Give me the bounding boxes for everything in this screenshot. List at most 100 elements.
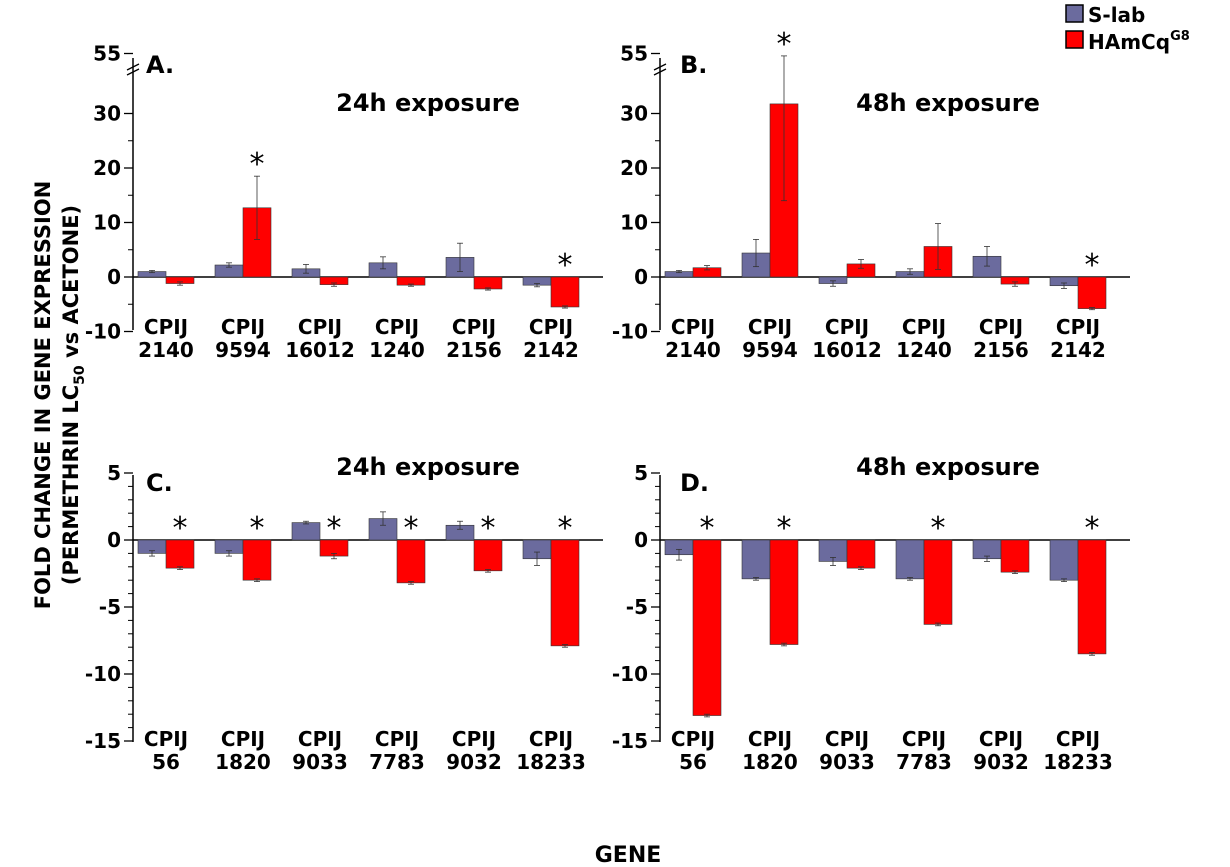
- significance-asterisk: *: [250, 511, 265, 546]
- category-label-line2: 2140: [665, 338, 721, 362]
- category-label-line2: 9033: [292, 750, 348, 774]
- bar-hamcq: [242, 207, 272, 278]
- category-label-line1: CPIJ: [452, 315, 496, 339]
- category-label-line2: 2156: [446, 338, 502, 362]
- bar-slab: [895, 539, 925, 580]
- panel-a: 24h exposureA.-10010203055CPIJ2140*CPIJ9…: [85, 42, 603, 362]
- legend-item-slab: S-lab: [1065, 3, 1145, 27]
- category-label-line2: 56: [679, 750, 707, 774]
- significance-asterisk: *: [558, 511, 573, 546]
- panel-c: 24h exposureC.-15-10-505*CPIJ56*CPIJ1820…: [85, 453, 603, 774]
- axis-break-mark: [126, 63, 140, 76]
- category-label-line2: 1240: [896, 338, 952, 362]
- category-label-line2: 18233: [1043, 750, 1113, 774]
- significance-asterisk: *: [327, 511, 342, 546]
- legend-label-hamcq-main: HAmCq: [1088, 30, 1170, 54]
- y-tick-label: -10: [612, 662, 648, 686]
- category-label-line2: 2156: [973, 338, 1029, 362]
- category-label-line2: 16012: [285, 338, 355, 362]
- y-tick-label: -15: [612, 729, 648, 753]
- panel-title: 24h exposure: [336, 453, 520, 481]
- significance-asterisk: *: [173, 511, 188, 546]
- bar-hamcq: [550, 539, 580, 647]
- category-label-line1: CPIJ: [979, 727, 1023, 751]
- legend-swatch-slab: [1065, 4, 1084, 23]
- category-label-line1: CPIJ: [221, 727, 265, 751]
- y-axis-label-line2-prefix: (PERMETHRIN LC: [59, 385, 83, 585]
- category-label-line1: CPIJ: [375, 727, 419, 751]
- category-label-line2: 9594: [215, 338, 271, 362]
- bar-hamcq: [1077, 539, 1107, 655]
- category-label-line1: CPIJ: [144, 727, 188, 751]
- y-tick-label: -5: [626, 595, 648, 619]
- category-label-line1: CPIJ: [902, 727, 946, 751]
- y-tick-label: -5: [99, 595, 121, 619]
- panel-title: 24h exposure: [336, 89, 520, 117]
- y-tick-label: -15: [85, 729, 121, 753]
- significance-asterisk: *: [777, 511, 792, 546]
- y-tick-label: 20: [620, 156, 648, 180]
- category-label-line1: CPIJ: [902, 315, 946, 339]
- category-label-line2: 2142: [523, 338, 579, 362]
- category-label-line2: 9032: [446, 750, 502, 774]
- panels: 24h exposureA.-10010203055CPIJ2140*CPIJ9…: [85, 27, 1130, 774]
- significance-asterisk: *: [481, 511, 496, 546]
- panel-label: B.: [680, 51, 707, 79]
- panel-b: 48h exposureB.-10010203055CPIJ2140*CPIJ9…: [612, 27, 1130, 362]
- y-tick-label: -10: [612, 320, 648, 344]
- category-label-line1: CPIJ: [671, 727, 715, 751]
- panel-label: A.: [146, 51, 174, 79]
- category-label-line1: CPIJ: [1056, 727, 1100, 751]
- y-tick-label: 30: [620, 102, 648, 126]
- category-label-line1: CPIJ: [298, 315, 342, 339]
- category-label-line1: CPIJ: [375, 315, 419, 339]
- significance-asterisk: *: [558, 248, 573, 283]
- y-tick-label: -10: [85, 320, 121, 344]
- category-label-line2: 2140: [138, 338, 194, 362]
- panel-label: C.: [146, 469, 173, 497]
- axis-break-mark: [653, 63, 667, 76]
- bar-slab: [741, 539, 771, 580]
- legend-item-hamcq: HAmCqG8: [1065, 29, 1190, 54]
- category-label-line1: CPIJ: [825, 727, 869, 751]
- y-tick-label: 0: [634, 528, 648, 552]
- y-tick-label: -10: [85, 662, 121, 686]
- y-tick-label: 0: [634, 265, 648, 289]
- bar-hamcq: [242, 539, 272, 581]
- y-tick-label: 55: [93, 42, 121, 66]
- category-label-line1: CPIJ: [144, 315, 188, 339]
- y-axis-label-line2-suffix: vs ACETONE): [59, 205, 83, 366]
- panel-title: 48h exposure: [856, 89, 1040, 117]
- y-tick-label: 55: [620, 42, 648, 66]
- category-label-line2: 18233: [516, 750, 586, 774]
- legend-label-slab: S-lab: [1088, 3, 1145, 27]
- category-label-line2: 16012: [812, 338, 882, 362]
- category-label-line2: 1820: [215, 750, 271, 774]
- y-tick-label: 30: [93, 102, 121, 126]
- y-tick-label: 10: [93, 211, 121, 235]
- legend: S-lab HAmCqG8: [1065, 3, 1190, 54]
- significance-asterisk: *: [931, 511, 946, 546]
- bar-slab: [1049, 539, 1079, 581]
- bar-hamcq: [396, 539, 426, 584]
- x-axis-label: GENE: [595, 843, 662, 867]
- bar-hamcq: [692, 539, 722, 716]
- y-tick-label: 10: [620, 211, 648, 235]
- significance-asterisk: *: [250, 147, 265, 182]
- significance-asterisk: *: [1085, 248, 1100, 283]
- category-label-line1: CPIJ: [825, 315, 869, 339]
- panel-title: 48h exposure: [856, 453, 1040, 481]
- y-axis-label-line1: FOLD CHANGE IN GENE EXPRESSION: [31, 181, 55, 610]
- significance-asterisk: *: [404, 511, 419, 546]
- legend-label-hamcq: HAmCqG8: [1088, 29, 1190, 54]
- y-tick-label: 5: [107, 461, 121, 485]
- y-tick-label: 0: [107, 265, 121, 289]
- significance-asterisk: *: [700, 511, 715, 546]
- bar-slab: [291, 522, 321, 541]
- y-tick-label: 20: [93, 156, 121, 180]
- category-label-line2: 1240: [369, 338, 425, 362]
- category-label-line1: CPIJ: [529, 315, 573, 339]
- significance-asterisk: *: [1085, 511, 1100, 546]
- category-label-line2: 2142: [1050, 338, 1106, 362]
